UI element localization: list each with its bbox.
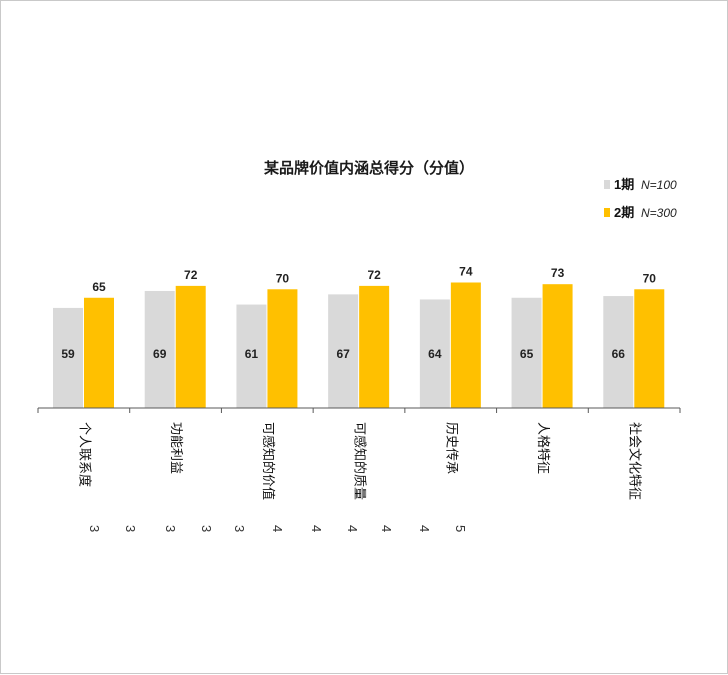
bar-series1-7 xyxy=(603,296,634,408)
data-label-series1-5: 64 xyxy=(428,347,442,361)
data-label-series1-3: 61 xyxy=(245,347,259,361)
stray-digit-5: 3 xyxy=(232,525,247,532)
data-label-series1-1: 59 xyxy=(61,347,75,361)
bar-series2-5 xyxy=(450,282,481,408)
bar-series1-5 xyxy=(419,299,450,408)
category-label-7: 社会文化特征 xyxy=(628,422,643,500)
category-label-6: 人格特征 xyxy=(536,422,551,474)
bar-series1-4 xyxy=(328,294,359,408)
category-label-4: 可感知的质量 xyxy=(353,422,368,500)
data-label-series2-6: 73 xyxy=(551,266,565,280)
data-label-series2-7: 70 xyxy=(643,271,657,285)
bar-series2-4 xyxy=(359,285,390,408)
stray-digit-4: 3 xyxy=(199,525,214,532)
legend-swatch-2 xyxy=(604,208,610,217)
bar-series1-2 xyxy=(144,290,175,408)
x-axis: 个人联系度 功能利益 可感知的价值 可感知的质量 历史传承 人格特征 社会文化特征 xyxy=(37,407,681,500)
stray-digit-8: 4 xyxy=(345,525,360,532)
chart-title: 某品牌价值内涵总得分（分值） xyxy=(264,159,474,177)
data-label-series2-2: 72 xyxy=(184,268,198,282)
stray-digit-6: 4 xyxy=(270,525,285,532)
bar-series2-3 xyxy=(267,289,298,408)
stray-digit-2: 3 xyxy=(123,525,138,532)
legend-label-1: 1期 xyxy=(614,177,634,192)
stray-digit-11: 5 xyxy=(453,525,468,532)
legend-swatch-1 xyxy=(604,180,610,189)
data-label-series2-3: 70 xyxy=(276,271,290,285)
legend-label-2: 2期 xyxy=(614,205,634,220)
data-label-series2-4: 72 xyxy=(367,268,381,282)
bar-series2-6 xyxy=(542,284,573,408)
stray-digit-3: 3 xyxy=(163,525,178,532)
bar-series2-7 xyxy=(634,289,665,408)
stray-digit-10: 4 xyxy=(417,525,432,532)
data-label-series1-4: 67 xyxy=(336,347,350,361)
legend-note-1: N=100 xyxy=(641,178,677,192)
bar-series1-1 xyxy=(53,307,83,408)
data-label-series1-7: 66 xyxy=(612,347,626,361)
bars: 59 65 69 72 61 70 67 72 64 74 65 73 66 70 xyxy=(53,264,665,408)
data-label-series1-6: 65 xyxy=(520,347,534,361)
legend: 1期 N=100 2期 N=300 xyxy=(604,177,677,220)
data-label-series2-1: 65 xyxy=(92,280,106,294)
stray-digits: 3 3 3 3 3 4 4 4 4 4 5 xyxy=(87,525,468,532)
data-label-series2-5: 74 xyxy=(459,264,473,278)
bar-series2-2 xyxy=(175,285,206,408)
data-label-series1-2: 69 xyxy=(153,347,167,361)
stray-digit-9: 4 xyxy=(379,525,394,532)
category-label-1: 个人联系度 xyxy=(77,422,92,487)
stray-digit-1: 3 xyxy=(87,525,102,532)
stray-digit-7: 4 xyxy=(309,525,324,532)
bar-series1-6 xyxy=(511,297,542,408)
category-label-3: 可感知的价值 xyxy=(261,422,276,500)
legend-note-2: N=300 xyxy=(641,206,677,220)
category-label-2: 功能利益 xyxy=(169,422,184,474)
bar-series1-3 xyxy=(236,304,267,408)
bar-series2-1 xyxy=(84,297,114,408)
category-label-5: 历史传承 xyxy=(444,422,459,474)
